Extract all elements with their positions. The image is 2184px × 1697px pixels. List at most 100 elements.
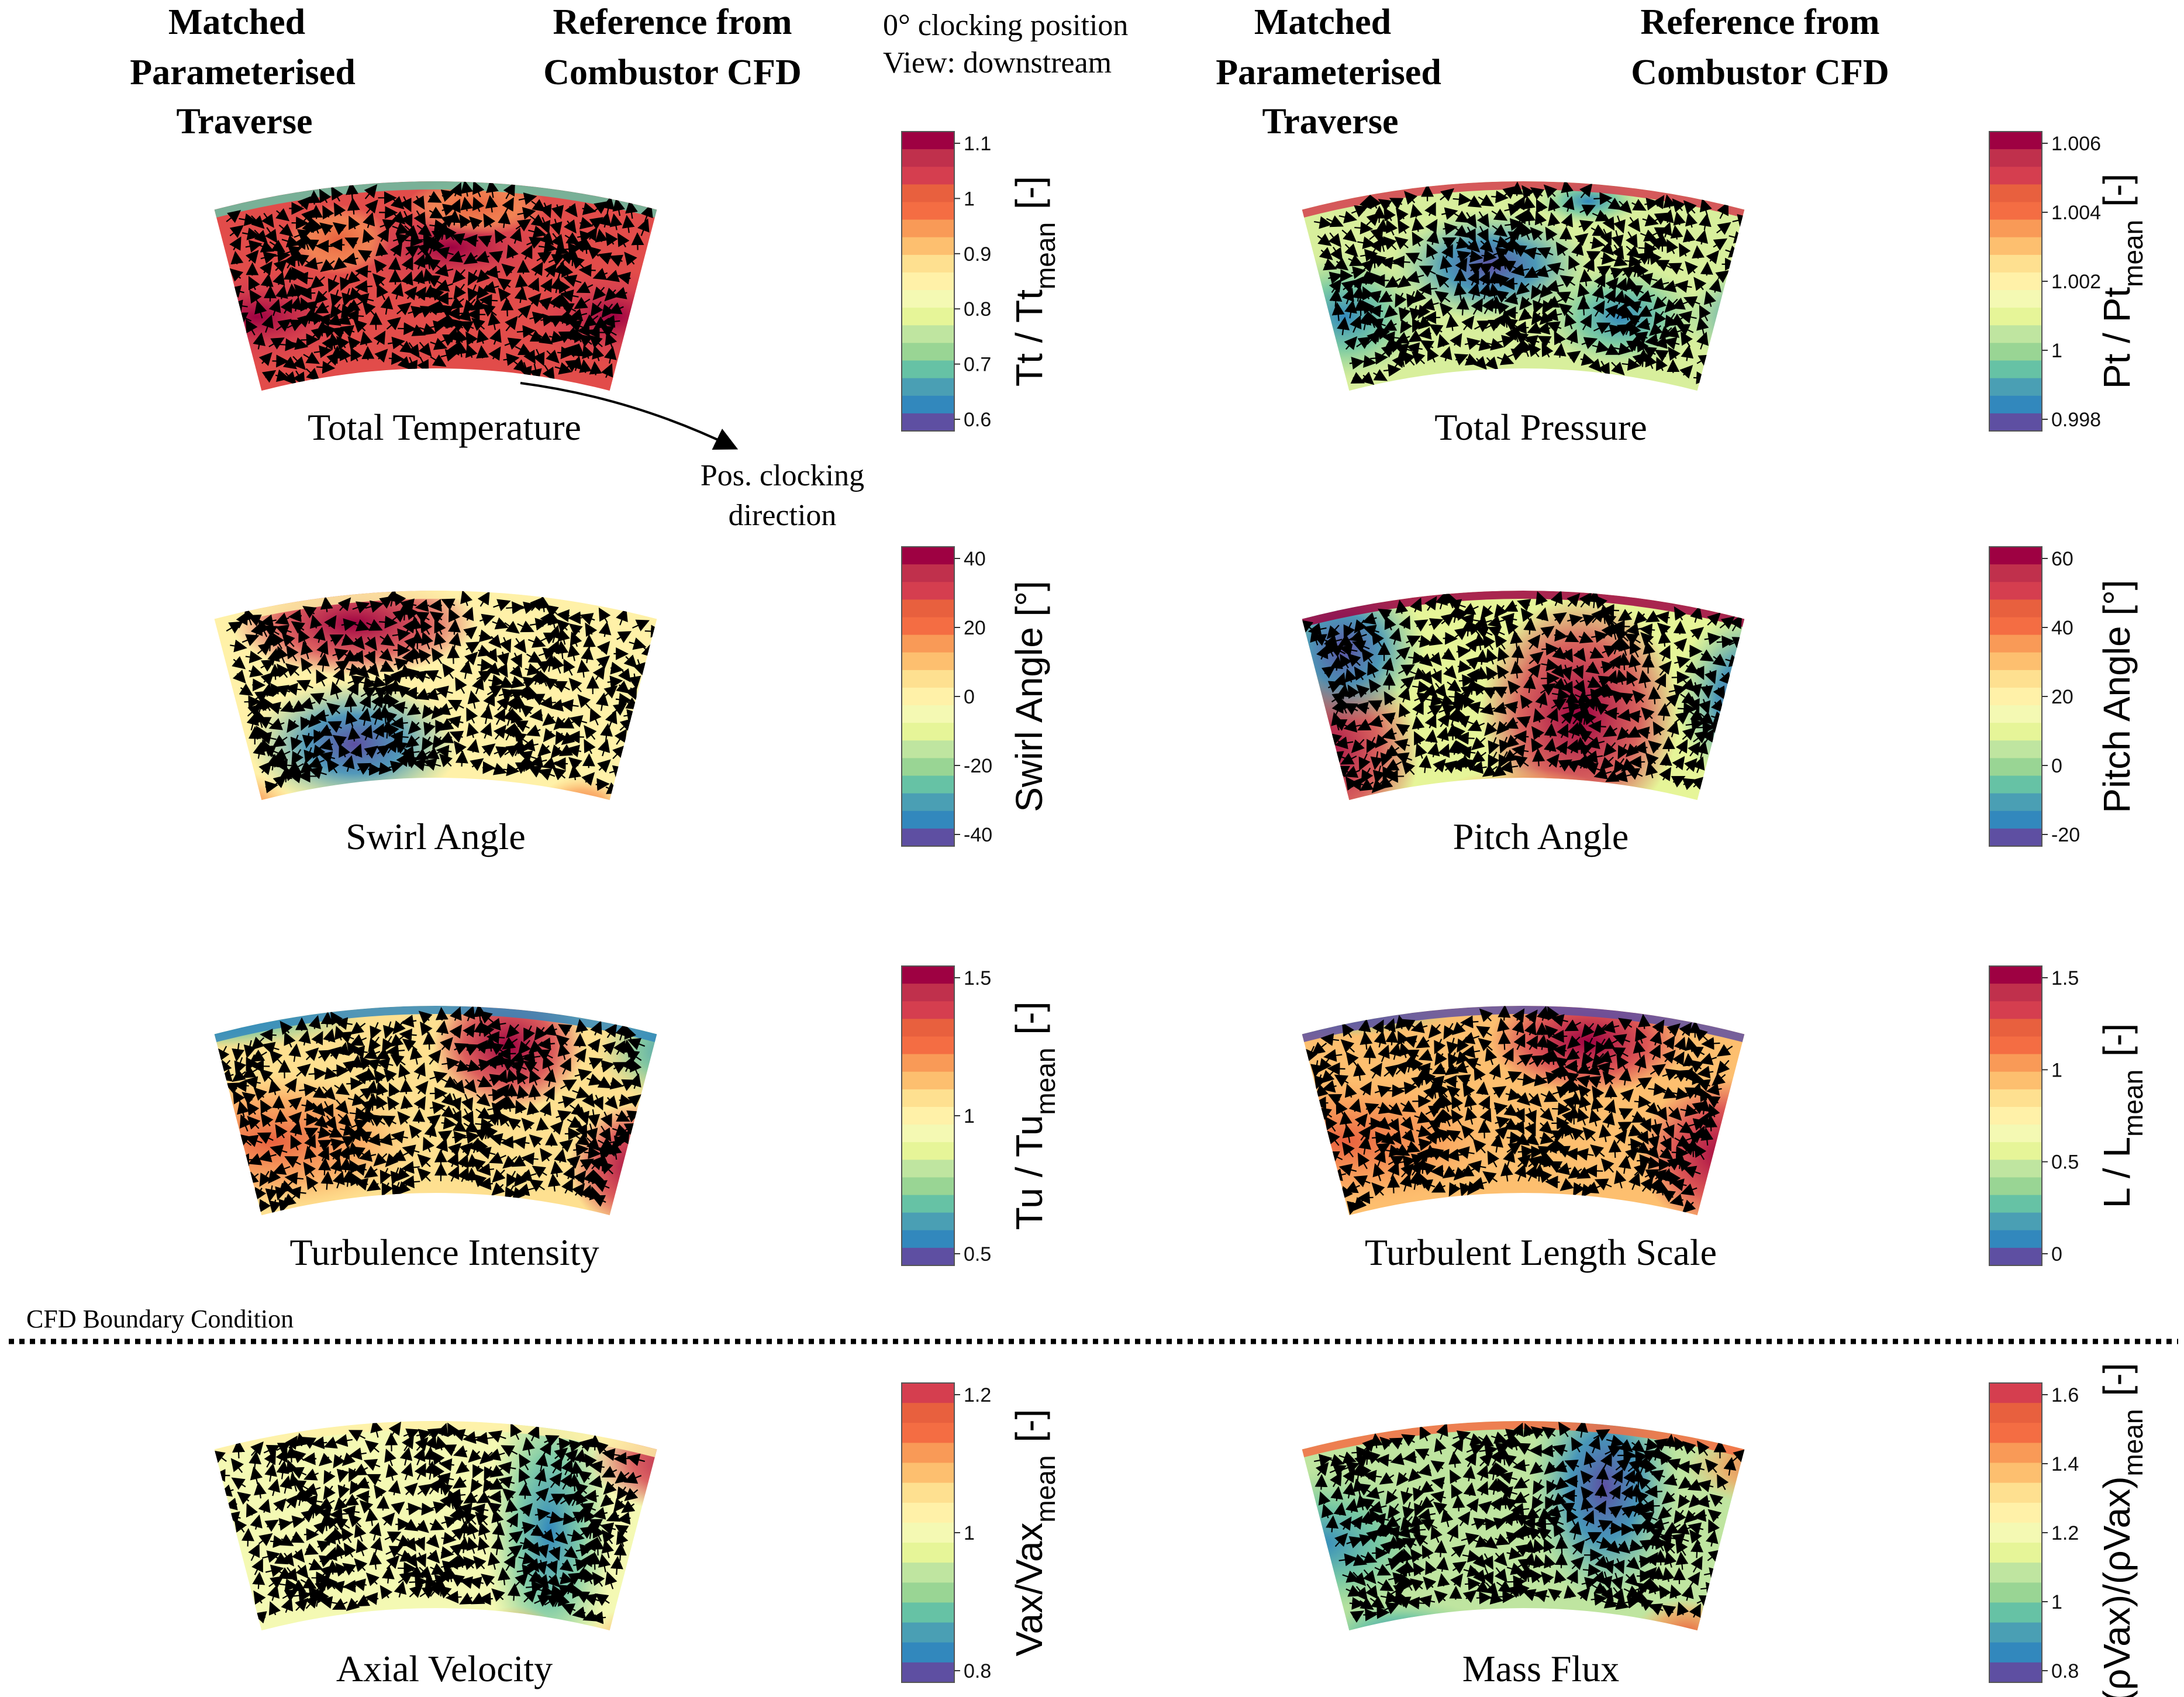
pt-colorbar-band	[1989, 413, 2042, 432]
panel-pitch: Pitch Angle 60 40 20 0 -20 Pitch Angle [°]	[1302, 546, 2138, 857]
view-note-line2: View: downstream	[883, 46, 1112, 80]
pitch-colorbar-band	[1989, 793, 2042, 812]
swirl-colorbar-tick: 20	[964, 617, 986, 639]
pt-vector-arrow	[1643, 346, 1657, 359]
tt-vector-arrow	[298, 287, 316, 300]
pt-colorbar: 1.006 1.004 1.002 1 0.998 Pt / Ptmean [-]	[1989, 131, 2148, 432]
tt-vector-arrow	[612, 198, 625, 216]
tt-vector-arrow	[448, 250, 466, 263]
tt-vector-arrow	[419, 323, 437, 336]
tt-colorbar-band	[902, 149, 954, 167]
mf-colorbar-band	[1989, 1482, 2042, 1503]
tt-vector-arrow	[314, 301, 329, 314]
tt-colorbar-band	[902, 290, 954, 308]
tu-colorbar-tick: 1	[964, 1105, 975, 1127]
tt-colorbar-band	[902, 184, 954, 202]
pt-colorbar-band	[1989, 378, 2042, 396]
swirl-colorbar-band	[902, 758, 954, 777]
mf-contour-field	[1302, 1421, 1745, 1631]
pt-colorbar-label-sub: mean	[2118, 220, 2148, 287]
tt-colorbar-tick: 0.6	[964, 409, 991, 431]
tt-vector-arrow	[412, 195, 425, 210]
tt-vector-arrow	[275, 208, 290, 222]
tu-colorbar-label-unit: [-]	[1008, 1002, 1050, 1035]
tt-colorbar-label-unit: [-]	[1008, 176, 1050, 209]
pt-vector-arrow	[1474, 356, 1488, 370]
vax-title: Axial Velocity	[336, 1648, 553, 1689]
tt-vector-arrow	[472, 196, 485, 212]
vax-vector-arrow	[326, 1560, 340, 1575]
tt-vector-arrow	[373, 330, 386, 345]
pt-vector-arrow	[1383, 364, 1402, 377]
tt-vector-arrow	[517, 305, 532, 319]
tu-vector-arrow	[332, 1064, 350, 1077]
tt-vector-arrow	[405, 245, 420, 258]
pt-vector-arrow	[1553, 343, 1567, 358]
tu-colorbar-band	[902, 1160, 954, 1178]
tt-colorbar-band	[902, 272, 954, 291]
mf-colorbar-band	[1989, 1622, 2042, 1643]
tt-vector-arrow	[399, 196, 412, 212]
tt-colorbar-band	[902, 378, 954, 396]
tt-contour-field	[214, 181, 657, 391]
header-left-matched-1: Matched	[168, 2, 305, 42]
tt-vector-arrow	[405, 234, 424, 247]
tt-vector-arrow	[389, 242, 403, 257]
tt-vector-arrow	[550, 243, 570, 256]
tt-vector-arrow	[506, 244, 519, 259]
tt-vector-arrow	[489, 328, 502, 345]
tt-colorbar-band	[902, 395, 954, 414]
mf-colorbar-band	[1989, 1502, 2042, 1523]
tt-vector-arrow	[536, 251, 552, 264]
tt-vector-arrow	[230, 251, 244, 265]
tt-vector-arrow	[332, 222, 347, 236]
tt-vector-arrow	[303, 351, 320, 364]
tt-vector-arrow	[579, 216, 594, 230]
tu-colorbar-band	[902, 1247, 954, 1266]
swirl-colorbar-band	[902, 582, 954, 600]
pt-vector-arrow	[1360, 371, 1375, 385]
pitch-colorbar-band	[1989, 810, 2042, 829]
tt-vector-arrow	[467, 284, 479, 302]
tt-vector-arrow	[310, 205, 323, 219]
mf-vector-arrow	[1499, 1492, 1512, 1509]
pt-vector-arrow	[1445, 314, 1459, 331]
vax-colorbar-tick: 0.8	[964, 1660, 991, 1682]
vax-colorbar-band	[902, 1443, 954, 1464]
pt-vector-arrow	[1696, 332, 1709, 350]
mf-vector-arrow	[1644, 1485, 1662, 1498]
tt-vector-arrow	[447, 307, 464, 320]
tt-vector-arrow	[434, 264, 454, 277]
tt-vector-arrow	[518, 192, 537, 205]
tt-vector-arrow	[450, 182, 462, 197]
vax-contour-blob	[667, 1536, 854, 1629]
vax-colorbar-tick: 1	[964, 1522, 975, 1544]
tt-vector-arrow	[401, 211, 413, 228]
tu-vector-arrow	[366, 1092, 379, 1111]
tt-vector-arrow	[576, 281, 594, 294]
vax-vector-arrow	[377, 1495, 390, 1511]
mf-colorbar-label-unit: [-]	[2096, 1363, 2138, 1396]
header-left-matched-2: Parameterised	[130, 53, 356, 92]
tt-vector-arrow	[391, 282, 404, 300]
tt-colorbar-label: Tt / Ttmean [-]	[1008, 176, 1061, 387]
tt-colorbar-band	[902, 254, 954, 273]
vax-colorbar-band	[902, 1403, 954, 1423]
pt-vector-arrow	[1537, 336, 1552, 348]
pt-vector-arrow	[1598, 360, 1610, 377]
tu-colorbar-tick: 0.5	[964, 1243, 991, 1265]
tu-colorbar-band	[902, 1230, 954, 1248]
tt-vector-arrow	[427, 191, 442, 203]
tt-vector-arrow	[264, 227, 278, 243]
pt-contour-blob	[1092, 282, 1174, 388]
tt-vector-arrow	[509, 227, 522, 244]
pt-contour-blob	[1538, 264, 1703, 370]
swirl-colorbar-label: Swirl Angle [°]	[1008, 581, 1050, 812]
pt-vector-arrow	[1373, 369, 1388, 381]
swirl-colorbar-band	[902, 740, 954, 758]
pitch-colorbar-band	[1989, 775, 2042, 794]
pitch-vector-arrow	[1532, 749, 1545, 767]
pitch-vector-arrow	[1673, 620, 1686, 634]
pitch-colorbar-tick: 60	[2051, 548, 2073, 570]
swirl-colorbar-band	[902, 670, 954, 688]
